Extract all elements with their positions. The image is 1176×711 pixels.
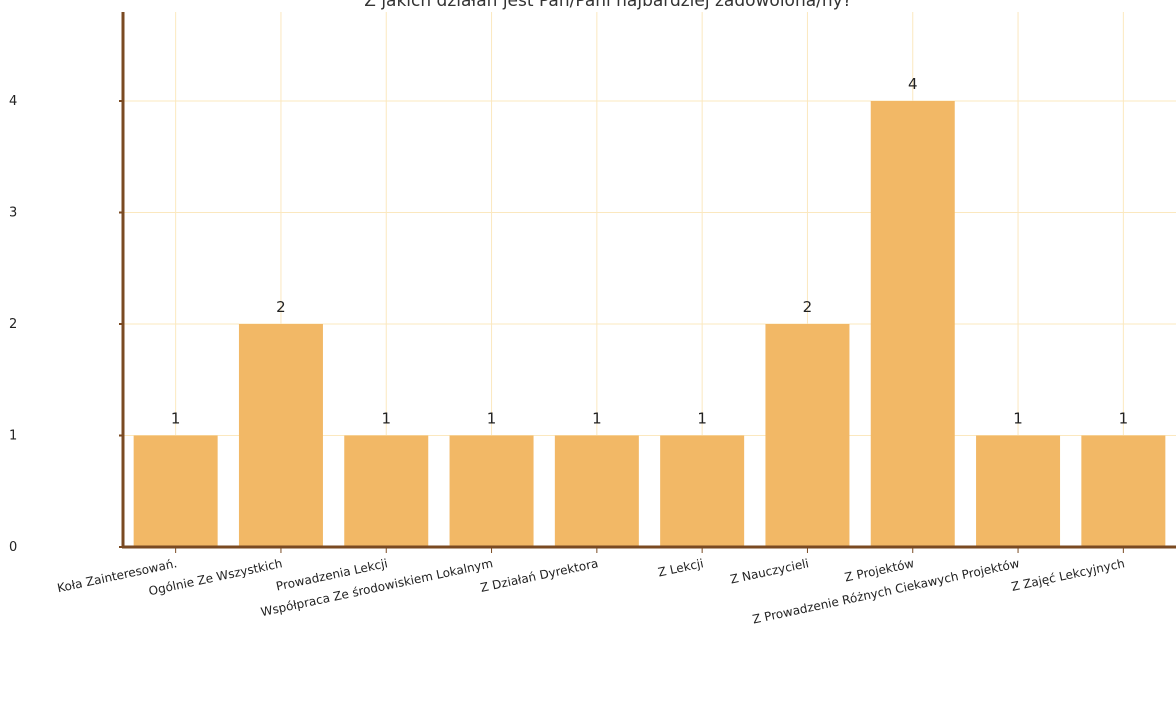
y-axis-ticks: 0 1 2 3 4 bbox=[9, 94, 123, 555]
y-tick-label: 1 bbox=[9, 429, 17, 444]
data-label: 4 bbox=[908, 75, 918, 93]
bar bbox=[976, 435, 1061, 547]
bar bbox=[238, 324, 323, 547]
bar bbox=[554, 435, 639, 547]
bar bbox=[133, 435, 218, 547]
data-label: 1 bbox=[697, 410, 707, 428]
data-label: 1 bbox=[1013, 410, 1023, 428]
data-label: 1 bbox=[381, 410, 391, 428]
bars bbox=[133, 101, 1166, 547]
y-tick-label: 3 bbox=[9, 206, 17, 221]
data-label: 1 bbox=[487, 410, 497, 428]
x-tick-label: Z Zajęć Lekcyjnych bbox=[1010, 556, 1126, 594]
x-tick-label: Z Działań Dyrektora bbox=[479, 556, 599, 595]
chart-title: Z jakich działań jest Pan/Pani najbardzi… bbox=[364, 0, 851, 11]
x-tick-label: Z Nauczycieli bbox=[729, 556, 810, 586]
bar bbox=[660, 435, 745, 547]
x-axis-ticks: Koła Zainteresowań.Ogólnie Ze Wszystkich… bbox=[56, 547, 1126, 627]
data-label: 2 bbox=[803, 298, 813, 316]
bar bbox=[344, 435, 429, 547]
x-tick-label: Z Lekcji bbox=[657, 556, 705, 579]
y-tick-label: 0 bbox=[9, 540, 17, 555]
bar bbox=[1081, 435, 1166, 547]
bar bbox=[449, 435, 534, 547]
data-label: 1 bbox=[1119, 410, 1129, 428]
bar bbox=[870, 101, 955, 547]
data-labels: 1 2 1 1 1 1 2 4 1 1 bbox=[171, 75, 1128, 428]
bar bbox=[765, 324, 850, 547]
data-label: 1 bbox=[592, 410, 602, 428]
data-label: 1 bbox=[171, 410, 181, 428]
data-label: 2 bbox=[276, 298, 286, 316]
y-tick-label: 2 bbox=[9, 317, 17, 332]
y-tick-label: 4 bbox=[9, 94, 17, 109]
